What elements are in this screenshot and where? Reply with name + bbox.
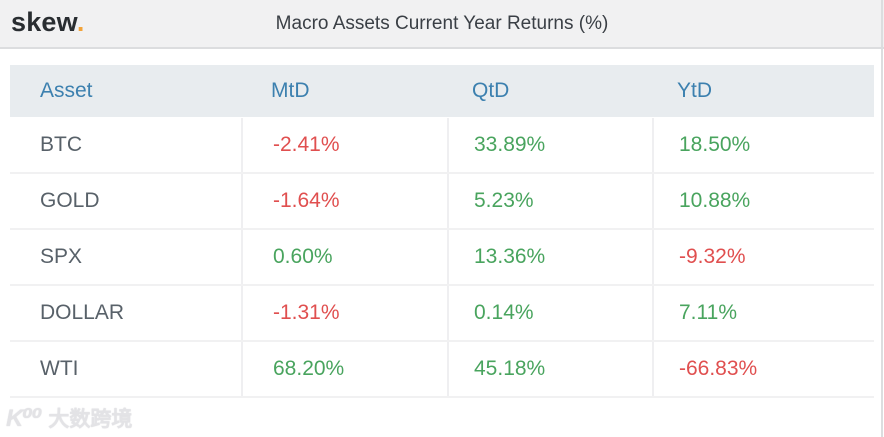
watermark-label: 大数跨境 (48, 408, 133, 431)
table-row: SPX 0.60% 13.36% -9.32% (10, 230, 874, 286)
page-title: Macro Assets Current Year Returns (%) (275, 13, 609, 34)
mtd-cell: 0.60% (241, 230, 447, 284)
table-row: GOLD -1.64% 5.23% 10.88% (10, 174, 874, 230)
watermark-logo-icon: K⁰⁰ (6, 404, 42, 432)
mtd-cell: 68.20% (241, 342, 447, 396)
logo-text: skew (11, 7, 77, 37)
qtd-cell: 13.36% (447, 230, 652, 284)
asset-cell: BTC (40, 133, 82, 156)
table-row: DOLLAR -1.31% 0.14% 7.11% (10, 286, 874, 342)
ytd-cell: 7.11% (652, 286, 874, 340)
ytd-cell: -9.32% (652, 230, 874, 284)
ytd-cell: 18.50% (652, 118, 874, 172)
asset-cell: SPX (40, 245, 83, 268)
qtd-cell: 0.14% (447, 286, 652, 340)
qtd-cell: 45.18% (447, 342, 652, 396)
asset-cell: GOLD (40, 189, 100, 212)
column-header-asset: Asset (40, 79, 93, 102)
window-right-edge (881, 0, 883, 437)
table-row: WTI 68.20% 45.18% -66.83% (10, 342, 874, 398)
column-header-mtd: MtD (271, 79, 310, 102)
qtd-cell: 33.89% (447, 118, 652, 172)
mtd-cell: -1.64% (241, 174, 447, 228)
skew-logo: skew. (11, 7, 85, 38)
ytd-cell: -66.83% (652, 342, 874, 396)
qtd-cell: 5.23% (447, 174, 652, 228)
ytd-cell: 10.88% (652, 174, 874, 228)
table-row: BTC -2.41% 33.89% 18.50% (10, 118, 874, 174)
mtd-cell: -1.31% (241, 286, 447, 340)
mtd-cell: -2.41% (241, 118, 447, 172)
logo-dot: . (76, 7, 85, 37)
column-header-ytd: YtD (677, 79, 713, 102)
asset-cell: DOLLAR (40, 301, 125, 324)
returns-table: Asset MtD QtD YtD BTC -2.41% 33.89% 18.5… (10, 65, 874, 398)
watermark: K⁰⁰ 大数跨境 (6, 403, 132, 433)
asset-cell: WTI (40, 357, 79, 380)
column-header-qtd: QtD (472, 79, 510, 102)
topbar: skew. Macro Assets Current Year Returns … (0, 0, 884, 49)
table-header-row: Asset MtD QtD YtD (10, 65, 874, 117)
